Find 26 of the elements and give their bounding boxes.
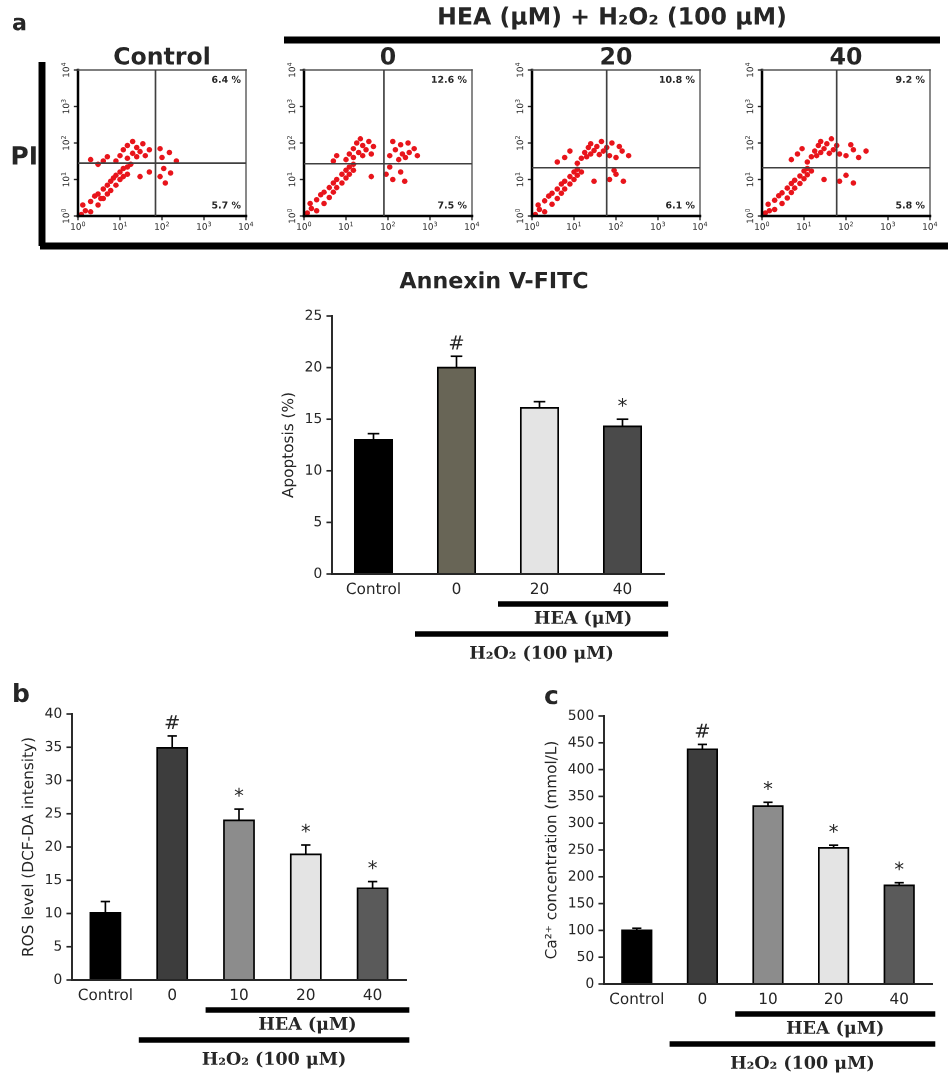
text: HEA (μM) (786, 1020, 883, 1038)
annotation: * (301, 823, 311, 833)
annotation: # (165, 715, 179, 730)
text: H₂O₂ (100 μM) (470, 645, 613, 663)
annotation: * (368, 860, 377, 870)
chart-title: 0 (380, 46, 396, 65)
chart-title: b (14, 683, 29, 703)
chart-title: c (545, 690, 558, 705)
annotation: * (894, 861, 904, 871)
annotation: * (618, 397, 627, 407)
annotation: * (829, 823, 838, 833)
chart-title: 20 (601, 46, 632, 65)
chart-title: Control (114, 46, 209, 65)
text: HEA (μM) + H₂O₂ (100 μM) (439, 6, 785, 30)
y-axis-title: PI (12, 146, 36, 165)
text: HEA (μM) (534, 610, 631, 628)
chart-title: 40 (830, 46, 862, 65)
annotation: * (763, 781, 773, 790)
text: HEA (μM) (259, 1016, 355, 1034)
text: Annexin V-FITC (399, 271, 588, 289)
annotation: # (449, 335, 464, 350)
text: H₂O₂ (100 μM) (730, 1055, 874, 1073)
text: H₂O₂ (100 μM) (202, 1051, 345, 1069)
annotation: * (234, 787, 244, 797)
annotation: # (695, 723, 710, 738)
text: a (12, 17, 26, 31)
